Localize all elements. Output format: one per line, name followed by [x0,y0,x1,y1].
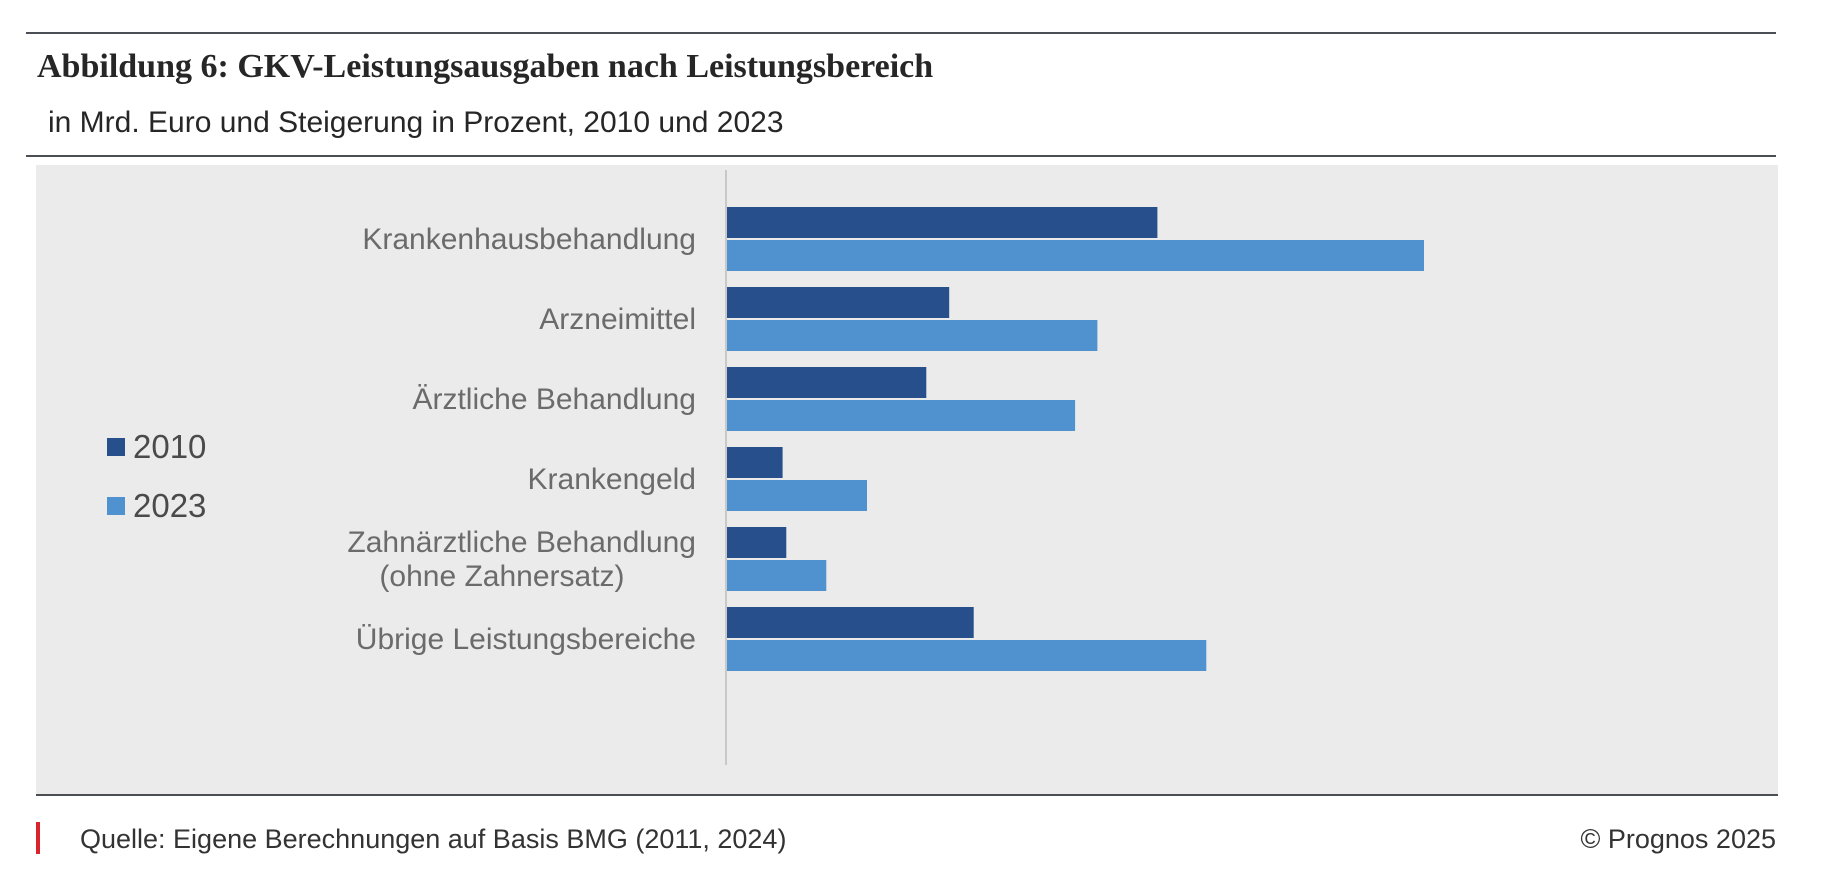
bar-2023-0 [727,240,1424,271]
source-note: Quelle: Eigene Berechnungen auf Basis BM… [80,824,787,854]
bar-2010-0 [727,207,1158,238]
bar-2010-5 [727,607,974,638]
bar-2023-1 [727,320,1098,351]
bar-2023-2 [727,400,1076,431]
source-marker [36,822,40,854]
figure-subtitle: in Mrd. Euro und Steigerung in Prozent, … [48,106,784,139]
legend-swatch-2010 [107,438,125,456]
bar-2023-5 [727,640,1207,671]
category-label-4-line1: (ohne Zahnersatz) [379,560,624,593]
bar-2010-1 [727,287,950,318]
copyright-note: © Prognos 2025 [1580,824,1776,854]
bar-2023-3 [727,480,867,511]
legend-item-2010: 2010 [107,428,206,466]
category-label-1: Arzneimittel [539,303,696,336]
category-label-4-line0: Zahnärztliche Behandlung [347,526,696,559]
bottom-rule [36,794,1778,796]
category-label-0: Krankenhausbehandlung [362,223,696,256]
bar-2010-3 [727,447,783,478]
bar-2010-4 [727,527,787,558]
bar-2023-4 [727,560,827,591]
legend-item-2023: 2023 [107,487,206,525]
top-rule [26,32,1776,34]
bar-2010-2 [727,367,927,398]
figure-title: Abbildung 6: GKV-Leistungsausgaben nach … [37,48,934,85]
bar-chart: Krankenhausbehandlung Arzneimittel Ärztlic… [347,170,1424,765]
category-label-5: Übrige Leistungsbereiche [356,623,696,656]
title-rule [26,155,1776,157]
category-label-2: Ärztliche Behandlung [412,383,696,416]
category-label-3: Krankengeld [528,463,696,496]
legend-label-2010: 2010 [133,428,207,465]
legend-label-2023: 2023 [133,487,207,524]
legend-swatch-2023 [107,497,125,515]
